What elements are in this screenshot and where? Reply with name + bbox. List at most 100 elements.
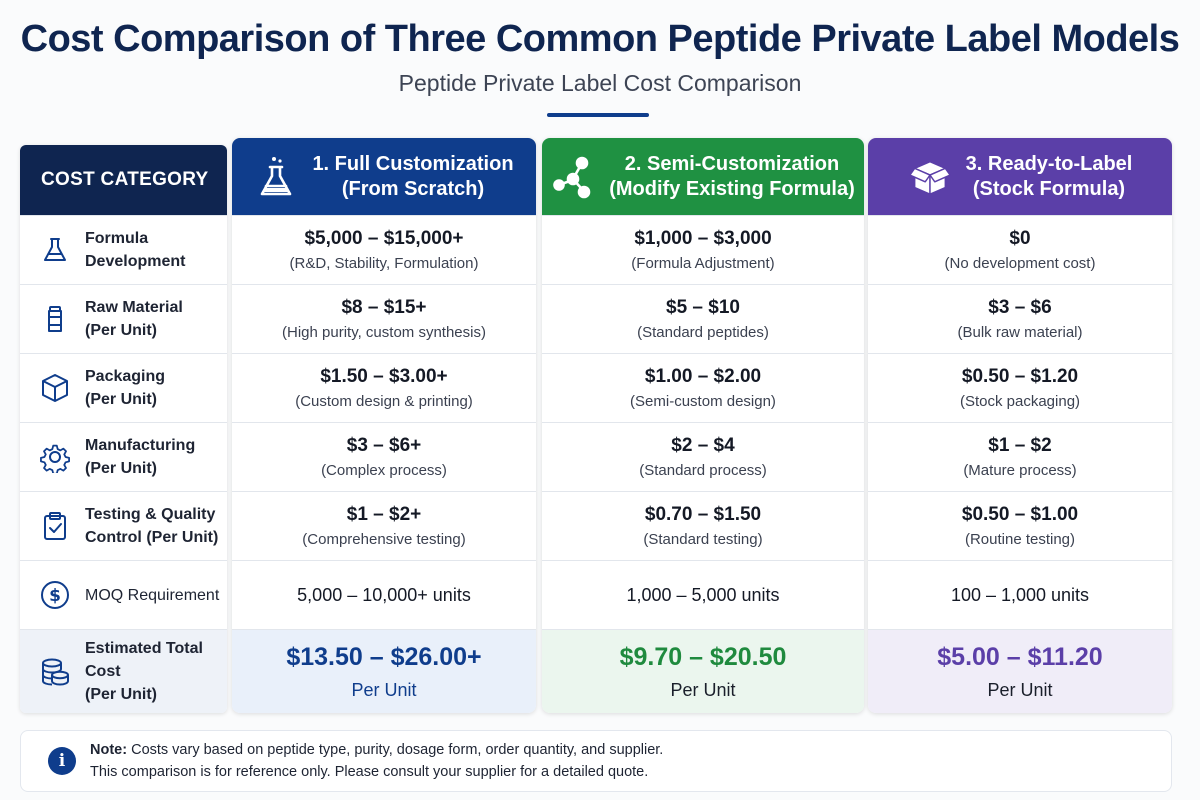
category-row-moq: $ MOQ Requirement — [20, 560, 227, 629]
note-label: Note: — [90, 742, 128, 758]
option-title: 3. Ready-to-Label — [965, 152, 1133, 175]
cost-value: $3 – $6 — [988, 297, 1052, 318]
cost-cell: $2 – $4 (Standard process) — [542, 422, 864, 491]
cost-value: $0.50 – $1.00 — [961, 504, 1079, 525]
option-column-full-customization: 1. Full Customization (From Scratch) $5,… — [232, 138, 536, 713]
option-subtitle: (Stock Formula) — [972, 177, 1126, 200]
category-label: Formula Development — [85, 230, 186, 270]
cost-cell: $1 – $2+ (Comprehensive testing) — [232, 491, 536, 560]
gear-icon — [39, 441, 71, 473]
total-unit: Per Unit — [670, 679, 736, 700]
cost-note: (Mature process) — [963, 462, 1077, 479]
info-icon: i — [48, 747, 76, 775]
category-label: MOQ Requirement — [85, 586, 220, 604]
cost-note: (Custom design & printing) — [295, 393, 473, 410]
cost-cell: $0.70 – $1.50 (Standard testing) — [542, 491, 864, 560]
category-row-manufacturing: Manufacturing (Per Unit) — [20, 422, 227, 491]
cost-value: $2 – $4 — [671, 435, 735, 456]
flask-icon — [39, 234, 71, 266]
category-column: COST CATEGORY Formula Development Raw Ma… — [20, 145, 227, 713]
cost-note: (Bulk raw material) — [957, 324, 1083, 341]
cost-value: $0.70 – $1.50 — [644, 504, 762, 525]
total-value: $9.70 – $20.50 — [619, 642, 787, 671]
page-title: Cost Comparison of Three Common Peptide … — [20, 18, 1180, 60]
cost-cell: $3 – $6+ (Complex process) — [232, 422, 536, 491]
category-label: Packaging (Per Unit) — [85, 368, 166, 408]
cost-note: (Comprehensive testing) — [302, 531, 466, 548]
total-value: $13.50 – $26.00+ — [286, 642, 482, 671]
cost-note: (R&D, Stability, Formulation) — [289, 255, 479, 272]
cost-note: (Routine testing) — [964, 531, 1076, 548]
cost-note: (Complex process) — [321, 462, 447, 479]
open-box-icon — [908, 155, 952, 199]
cost-note: (High purity, custom synthesis) — [282, 324, 486, 341]
molecule-icon — [551, 155, 595, 199]
cost-cell: $1 – $2 (Mature process) — [868, 422, 1172, 491]
total-cell: $5.00 – $11.20 Per Unit — [868, 629, 1172, 713]
coins-stack-icon — [39, 656, 71, 688]
cost-cell: $5 – $10 (Standard peptides) — [542, 284, 864, 353]
category-label: Manufacturing (Per Unit) — [85, 437, 196, 477]
clipboard-check-icon — [39, 510, 71, 542]
cost-value: $5 – $10 — [666, 297, 740, 318]
cost-value: $1,000 – $3,000 — [634, 228, 772, 249]
option-column-semi-customization: 2. Semi-Customization (Modify Existing F… — [542, 138, 864, 713]
dollar-circle-icon: $ — [39, 579, 71, 611]
category-label: Raw Material (Per Unit) — [85, 299, 183, 339]
cost-value: $1 – $2 — [988, 435, 1052, 456]
cost-cell: $0.50 – $1.00 (Routine testing) — [868, 491, 1172, 560]
cost-value: $3 – $6+ — [346, 435, 422, 456]
category-row-packaging: Packaging (Per Unit) — [20, 353, 227, 422]
option-subtitle: (Modify Existing Formula) — [609, 177, 855, 200]
note-line-1: Costs vary based on peptide type, purity… — [131, 742, 664, 758]
cost-cell: $3 – $6 (Bulk raw material) — [868, 284, 1172, 353]
total-cell: $9.70 – $20.50 Per Unit — [542, 629, 864, 713]
cost-note: (Standard process) — [639, 462, 767, 479]
moq-value: 5,000 – 10,000+ units — [297, 584, 471, 605]
category-row-total: Estimated Total Cost (Per Unit) — [20, 629, 227, 713]
cost-value: $1.00 – $2.00 — [644, 366, 762, 387]
cost-note: (Stock packaging) — [959, 393, 1081, 410]
cost-cell: $1.00 – $2.00 (Semi-custom design) — [542, 353, 864, 422]
cost-cell: $1.50 – $3.00+ (Custom design & printing… — [232, 353, 536, 422]
cost-value: $5,000 – $15,000+ — [304, 228, 464, 249]
category-header: COST CATEGORY — [20, 145, 227, 215]
category-row-formula: Formula Development — [20, 215, 227, 284]
moq-value: 100 – 1,000 units — [950, 584, 1090, 605]
total-value: $5.00 – $11.20 — [937, 642, 1103, 671]
cost-cell: $5,000 – $15,000+ (R&D, Stability, Formu… — [232, 215, 536, 284]
cost-value: $1.50 – $3.00+ — [320, 366, 448, 387]
moq-cell: 5,000 – 10,000+ units — [232, 560, 536, 629]
cost-cell: $0.50 – $1.20 (Stock packaging) — [868, 353, 1172, 422]
category-row-testing: Testing & Quality Control (Per Unit) — [20, 491, 227, 560]
cost-value: $1 – $2+ — [346, 504, 422, 525]
cost-value: $0 — [1009, 228, 1031, 249]
option-title: 2. Semi-Customization — [624, 152, 840, 175]
title-underline — [547, 113, 649, 117]
moq-cell: 1,000 – 5,000 units — [542, 560, 864, 629]
cost-cell: $0 (No development cost) — [868, 215, 1172, 284]
option-header: 1. Full Customization (From Scratch) — [232, 138, 536, 215]
cost-note: (Standard peptides) — [637, 324, 769, 341]
moq-cell: 100 – 1,000 units — [868, 560, 1172, 629]
note-line-2: This comparison is for reference only. P… — [90, 764, 649, 780]
category-row-raw-material: Raw Material (Per Unit) — [20, 284, 227, 353]
cost-note: (No development cost) — [944, 255, 1096, 272]
moq-value: 1,000 – 5,000 units — [626, 584, 780, 605]
cost-value: $0.50 – $1.20 — [961, 366, 1079, 387]
total-unit: Per Unit — [987, 679, 1053, 700]
bottle-icon — [39, 303, 71, 335]
cost-note: (Formula Adjustment) — [631, 255, 775, 272]
option-column-ready-to-label: 3. Ready-to-Label (Stock Formula) $0 (No… — [868, 138, 1172, 713]
category-label: Testing & Quality Control (Per Unit) — [85, 506, 219, 546]
box-icon — [39, 372, 71, 404]
option-subtitle: (From Scratch) — [341, 177, 485, 200]
cost-note: (Standard testing) — [643, 531, 763, 548]
total-unit: Per Unit — [351, 679, 417, 700]
total-cell: $13.50 – $26.00+ Per Unit — [232, 629, 536, 713]
cost-note: (Semi-custom design) — [630, 393, 776, 410]
note-box: i Note: Costs vary based on peptide type… — [20, 730, 1172, 792]
cost-cell: $8 – $15+ (High purity, custom synthesis… — [232, 284, 536, 353]
option-header: 3. Ready-to-Label (Stock Formula) — [868, 138, 1172, 215]
svg-text:$: $ — [49, 586, 61, 606]
